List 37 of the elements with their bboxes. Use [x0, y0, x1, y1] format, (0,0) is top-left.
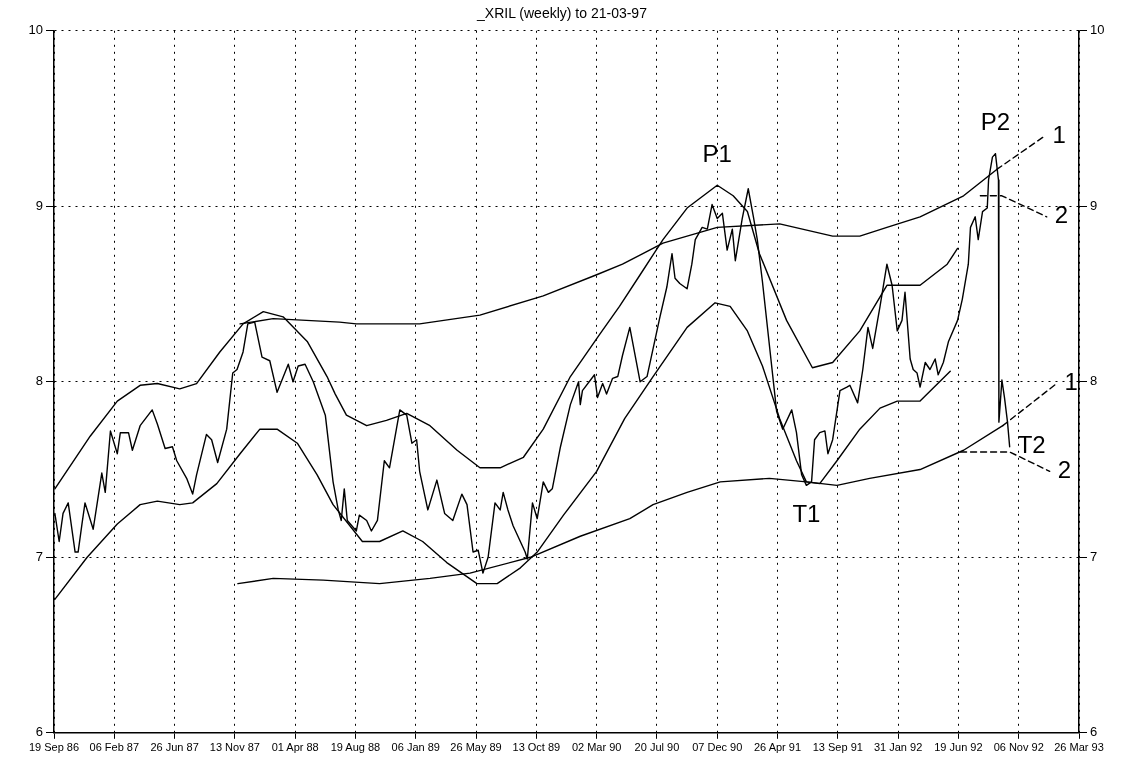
x-tick-label: 13 Nov 87 [209, 741, 260, 754]
x-tick-label: 13 Oct 89 [512, 741, 561, 754]
annotation: P2 [980, 108, 1011, 136]
y2-tick-label: 6 [1090, 724, 1098, 740]
annotation: 1 [1064, 368, 1078, 396]
x-tick-label: 19 Sep 86 [28, 741, 80, 754]
annotation: 2 [1057, 455, 1072, 483]
x-tick-label: 06 Feb 87 [89, 741, 140, 754]
y2-tick-label: 9 [1090, 197, 1098, 213]
y-tick-label: 10 [28, 22, 43, 38]
x-tick-label: 02 Mar 90 [571, 741, 622, 754]
annotation: T1 [792, 499, 821, 527]
y-tick-label: 7 [35, 548, 43, 564]
x-tick-label: 26 Apr 91 [753, 741, 802, 754]
y2-tick-label: 7 [1090, 548, 1098, 564]
x-tick-label: 07 Dec 90 [692, 741, 743, 754]
x-tick-label: 06 Nov 92 [993, 741, 1044, 754]
x-tick-label: 20 Jul 90 [634, 741, 680, 754]
x-tick-label: 19 Jun 92 [934, 741, 983, 754]
chart-title: _XRIL (weekly) to 21-03-97 [476, 5, 648, 22]
x-tick-label: 19 Aug 88 [330, 741, 381, 754]
annotation: 2 [1054, 201, 1069, 229]
y-tick-label: 9 [35, 197, 43, 213]
x-tick-label: 26 Jun 87 [150, 741, 199, 754]
x-tick-label: 13 Sep 91 [812, 741, 863, 754]
y-tick-label: 6 [35, 724, 43, 740]
y-tick-label: 8 [35, 373, 43, 389]
x-tick-label: 26 May 89 [450, 741, 502, 754]
x-tick-label: 26 Mar 93 [1054, 741, 1104, 754]
x-tick-label: 01 Apr 88 [271, 741, 319, 754]
annotation: P1 [702, 139, 732, 167]
y2-tick-label: 10 [1090, 22, 1105, 38]
x-tick-label: 06 Jan 89 [391, 741, 440, 754]
y2-tick-label: 8 [1090, 373, 1098, 389]
annotation: 1 [1052, 120, 1066, 148]
x-tick-label: 31 Jan 92 [873, 741, 923, 754]
annotation: T2 [1017, 431, 1046, 459]
